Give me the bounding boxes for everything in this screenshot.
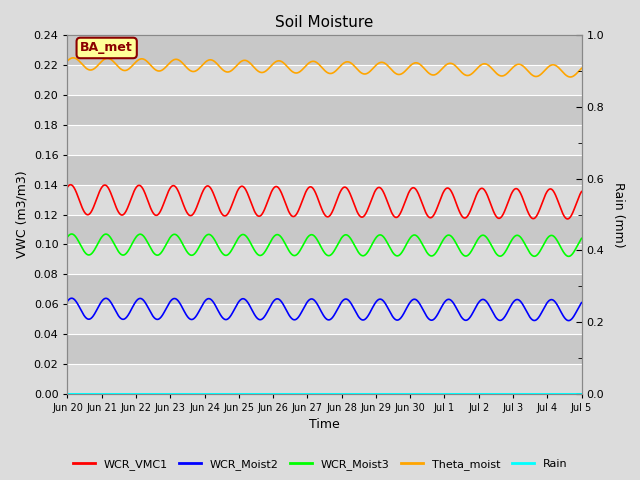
Rain (468, 391, 476, 396)
Line: WCR_Moist2: WCR_Moist2 (67, 298, 582, 321)
WCR_VMC1 (563, 216, 571, 222)
Theta_moist (69, 55, 77, 60)
Legend: WCR_VMC1, WCR_Moist2, WCR_Moist3, Theta_moist, Rain: WCR_VMC1, WCR_Moist2, WCR_Moist3, Theta_… (68, 455, 572, 474)
Bar (67, 36, 582, 65)
Text: BA_met: BA_met (80, 41, 133, 54)
Rain (578, 391, 586, 396)
WCR_VMC1 (90, 203, 98, 209)
WCR_Moist2 (63, 298, 71, 304)
WCR_Moist3 (63, 234, 71, 240)
WCR_VMC1 (67, 182, 74, 188)
WCR_VMC1 (563, 216, 570, 222)
WCR_Moist2 (563, 317, 571, 323)
Line: Theta_moist: Theta_moist (67, 58, 582, 77)
Bar (67, 334, 582, 364)
Rain (300, 391, 308, 396)
WCR_VMC1 (300, 193, 308, 199)
Theta_moist (563, 73, 571, 79)
WCR_VMC1 (468, 203, 476, 208)
WCR_VMC1 (314, 195, 321, 201)
WCR_Moist2 (468, 311, 476, 316)
Line: WCR_Moist3: WCR_Moist3 (67, 234, 582, 256)
WCR_Moist3 (314, 238, 321, 243)
Rain (63, 391, 71, 396)
WCR_Moist3 (578, 236, 586, 241)
Bar (67, 125, 582, 155)
Line: WCR_VMC1: WCR_VMC1 (67, 185, 582, 219)
Bar (67, 364, 582, 394)
WCR_Moist3 (300, 240, 308, 246)
Theta_moist (300, 65, 308, 71)
Theta_moist (90, 66, 98, 72)
Y-axis label: VWC (m3/m3): VWC (m3/m3) (15, 171, 28, 258)
WCR_VMC1 (578, 189, 586, 194)
WCR_Moist2 (300, 304, 308, 310)
Theta_moist (566, 74, 574, 80)
WCR_Moist2 (314, 302, 321, 308)
Rain (563, 391, 570, 396)
WCR_Moist2 (90, 312, 98, 318)
WCR_Moist3 (563, 253, 570, 259)
Theta_moist (468, 70, 476, 76)
WCR_Moist3 (565, 253, 573, 259)
WCR_Moist3 (468, 246, 476, 252)
Theta_moist (578, 65, 586, 71)
Bar (67, 244, 582, 275)
Theta_moist (63, 58, 71, 64)
WCR_Moist3 (90, 248, 98, 253)
Y-axis label: Rain (mm): Rain (mm) (612, 182, 625, 247)
WCR_VMC1 (564, 216, 572, 222)
Rain (563, 391, 570, 396)
WCR_Moist3 (563, 253, 571, 259)
WCR_Moist2 (563, 317, 570, 323)
Rain (314, 391, 321, 396)
Rain (90, 391, 97, 396)
WCR_Moist2 (68, 295, 76, 301)
WCR_Moist2 (578, 300, 586, 306)
Title: Soil Moisture: Soil Moisture (275, 15, 374, 30)
Bar (67, 304, 582, 334)
WCR_Moist2 (565, 318, 573, 324)
WCR_VMC1 (63, 184, 71, 190)
WCR_Moist3 (68, 231, 76, 237)
Bar (67, 155, 582, 185)
Bar (67, 95, 582, 125)
Bar (67, 65, 582, 95)
Theta_moist (314, 60, 321, 66)
Bar (67, 215, 582, 244)
Bar (67, 185, 582, 215)
Bar (67, 275, 582, 304)
Theta_moist (563, 73, 570, 79)
X-axis label: Time: Time (309, 419, 340, 432)
